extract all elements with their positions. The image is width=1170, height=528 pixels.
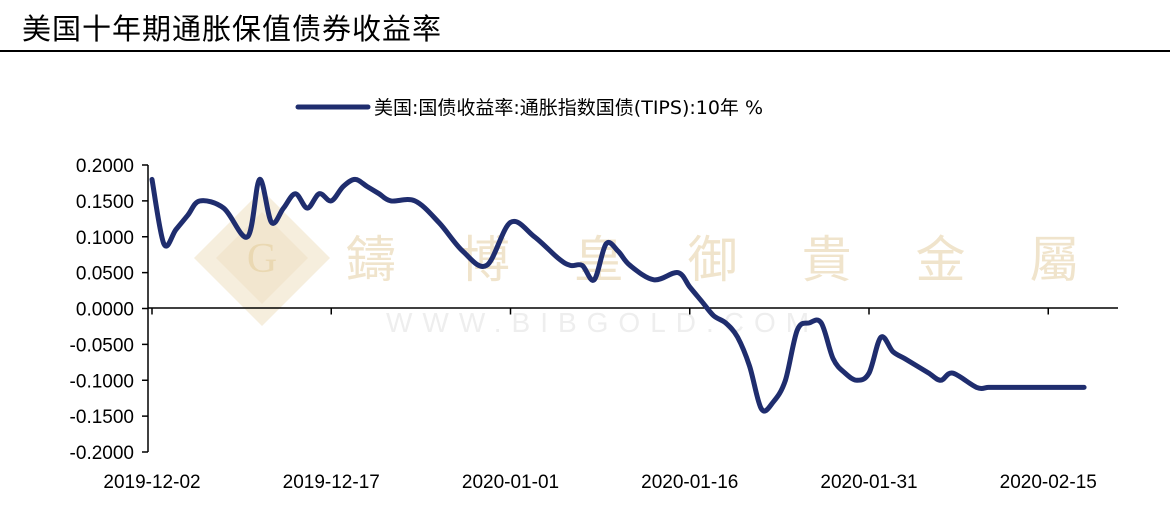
- x-ticks: 2019-12-02 2019-12-17 2020-01-01 2020-01-16…: [103, 308, 1097, 493]
- watermark-chinese-text: 鑄 博 皇 御 貴 金 屬: [346, 231, 1103, 289]
- chart-title: 美国十年期通胀保值债券收益率: [22, 12, 443, 46]
- legend-label: 美国:国债收益率:通胀指数国债(TIPS):10年 %: [374, 97, 763, 119]
- y-tick-label: -0.1000: [70, 371, 134, 392]
- y-tick-label: -0.2000: [70, 443, 134, 464]
- y-tick-label: 0.0000: [76, 300, 134, 321]
- x-tick-label: 2020-01-01: [462, 472, 559, 493]
- y-tick-label: 0.1500: [76, 192, 134, 213]
- series-layer: [149, 176, 1087, 414]
- title-divider: [0, 50, 1170, 52]
- y-ticks: 0.2000 0.1500 0.1000 0.0500 0.0000 -0.0500 -0.…: [70, 156, 148, 464]
- x-tick-label: 2020-02-15: [1000, 472, 1097, 493]
- watermark: G 鑄 博 皇 御 貴 金 屬 WWW.BIBGOLD.COM: [194, 190, 1103, 338]
- y-tick-label: -0.1500: [70, 407, 134, 428]
- y-tick-label: 0.1000: [76, 228, 134, 249]
- x-tick-label: 2020-01-16: [641, 472, 738, 493]
- y-tick-label: -0.0500: [70, 335, 134, 356]
- watermark-logo-letter: G: [247, 236, 277, 282]
- x-tick-label: 2020-01-31: [820, 472, 917, 493]
- watermark-english-text: WWW.BIBGOLD.COM: [386, 307, 819, 338]
- series-line-tips-10y: [149, 176, 1087, 414]
- x-tick-label: 2019-12-17: [283, 472, 380, 493]
- y-tick-label: 0.0500: [76, 264, 134, 285]
- legend: 美国:国债收益率:通胀指数国债(TIPS):10年 %: [295, 97, 763, 119]
- x-tick-label: 2019-12-02: [103, 472, 200, 493]
- watermark-logo: G: [194, 190, 330, 326]
- y-tick-label: 0.2000: [76, 156, 134, 177]
